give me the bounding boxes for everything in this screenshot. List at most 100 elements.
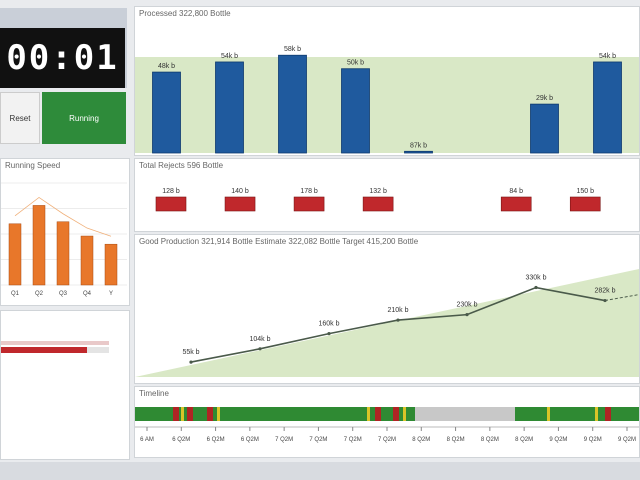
- speed-tick: Q3: [59, 291, 68, 297]
- processed-panel: Processed 322,800 Bottle 48k b 54k b 58k b…: [134, 6, 640, 156]
- processed-bar: [341, 68, 370, 154]
- timeline-stop-segment: [187, 407, 193, 421]
- production-point-label: 282k b: [594, 288, 615, 295]
- speed-tick: Q4: [83, 291, 92, 297]
- production-point-label: 160k b: [318, 321, 339, 328]
- production-forecast-line: [604, 294, 639, 302]
- processed-bar: [404, 150, 433, 154]
- production-point: [396, 318, 400, 322]
- processed-bar-label: 29k b: [536, 95, 553, 102]
- speed-title: Running Speed: [5, 161, 61, 170]
- timeline-tick-label: 7 Q2M: [344, 437, 362, 443]
- timeline-warning-segment: [217, 407, 220, 421]
- timer-display: 00:01: [0, 28, 125, 88]
- processed-bar-label: 54k b: [221, 53, 238, 60]
- production-point: [534, 285, 538, 290]
- running-label: Running: [69, 113, 99, 123]
- speed-bar: [104, 243, 118, 286]
- speed-line: [14, 196, 112, 237]
- timeline-tick-label: 6 AM: [140, 437, 154, 443]
- rejects-bar-label: 132 b: [369, 188, 387, 195]
- timeline-tick-label: 7 Q2M: [275, 437, 293, 443]
- production-point: [189, 360, 193, 364]
- timeline-tick-label: 9 Q2M: [549, 437, 567, 443]
- processed-bar-label: 54k b: [599, 53, 616, 60]
- processed-bar-label: 87k b: [410, 142, 427, 149]
- rejects-bar-label: 128 b: [162, 188, 180, 195]
- timeline-stop-segment: [605, 407, 611, 421]
- rejects-bar: [500, 196, 532, 212]
- processed-area: [135, 57, 639, 153]
- speed-bar: [80, 235, 94, 286]
- timeline-warning-segment: [181, 407, 184, 421]
- timeline-stop-segment: [375, 407, 381, 421]
- rejects-bar: [569, 196, 601, 212]
- timeline-tick-label: 8 Q2M: [515, 437, 533, 443]
- rejects-bar: [293, 196, 325, 212]
- processed-bar-label: 50k b: [347, 60, 364, 67]
- timeline-tick-label: 8 Q2M: [447, 437, 465, 443]
- timer-text: 00:01: [6, 38, 119, 78]
- production-chart: 55k b 104k b 160k b 210k b 230k b 330k b 282k …: [135, 269, 639, 377]
- timeline-stop-segment: [393, 407, 399, 421]
- production-title: Good Production 321,914 Bottle Estimate …: [139, 237, 419, 246]
- reset-button[interactable]: Reset: [0, 92, 40, 144]
- timeline-stop-segment: [173, 407, 179, 421]
- timeline-title: Timeline: [139, 389, 169, 398]
- timeline-chart[interactable]: 6 AM 6 Q2M 6 Q2M 6 Q2M 7 Q2M 7 Q2M 7 Q2M 7 Q2M 8…: [135, 401, 639, 457]
- speed-chart: Q1 Q2 Q3 Q4 Y: [1, 182, 127, 297]
- production-point: [603, 298, 607, 303]
- timeline-idle-segment: [415, 407, 515, 421]
- production-point-label: 210k b: [387, 307, 408, 314]
- timeline-warning-segment: [403, 407, 406, 421]
- lower-left-panel: [0, 310, 130, 460]
- speed-bar: [56, 221, 70, 286]
- production-point: [327, 332, 331, 336]
- progress-overlay: [1, 341, 109, 345]
- reset-label: Reset: [9, 113, 31, 123]
- timeline-tick-label: 7 Q2M: [378, 437, 396, 443]
- timeline-tick-label: 8 Q2M: [481, 437, 499, 443]
- timeline-tick-label: 6 Q2M: [207, 437, 225, 443]
- timeline-warning-segment: [367, 407, 370, 421]
- timeline-tick-label: 7 Q2M: [309, 437, 327, 443]
- timeline-tick-label: 8 Q2M: [412, 437, 430, 443]
- production-point: [465, 313, 469, 317]
- speed-tick: Y: [109, 291, 113, 297]
- production-point-label: 104k b: [249, 336, 270, 343]
- processed-bar: [278, 54, 307, 154]
- timeline-tick-label: 6 Q2M: [241, 437, 259, 443]
- timeline-warning-segment: [595, 407, 598, 421]
- processed-bar: [152, 71, 181, 154]
- production-point: [258, 347, 262, 351]
- production-panel: Good Production 321,914 Bottle Estimate …: [134, 234, 640, 384]
- production-point-label: 230k b: [456, 302, 477, 309]
- processed-bar-label: 48k b: [158, 63, 175, 70]
- timeline-warning-segment: [547, 407, 550, 421]
- rejects-bar: [362, 196, 394, 212]
- processed-title: Processed 322,800 Bottle: [139, 9, 231, 18]
- production-point-label: 330k b: [525, 275, 546, 282]
- rejects-bar-label: 84 b: [509, 188, 523, 195]
- processed-bar: [593, 61, 622, 154]
- speed-bar: [8, 223, 22, 286]
- timer-panel: 00:01: [0, 8, 127, 88]
- rejects-chart: 128 b 140 b 178 b 132 b 84 b 150 b: [155, 188, 601, 212]
- rejects-bar-label: 150 b: [576, 188, 594, 195]
- speed-panel: Running Speed Q1 Q2 Q3 Q4 Y: [0, 158, 130, 306]
- timeline-panel: Timeline 6 AM 6 Q2M 6 Q2M 6 Q2M 7 Q2M 7 Q2M 7 …: [134, 386, 640, 458]
- progress-fill: [1, 347, 87, 353]
- timeline-stop-segment: [207, 407, 213, 421]
- timeline-tick-label: 9 Q2M: [584, 437, 602, 443]
- speed-bar: [32, 205, 46, 286]
- rejects-bar: [224, 196, 256, 212]
- speed-tick: Q1: [11, 291, 20, 297]
- speed-tick: Q2: [35, 291, 44, 297]
- rejects-panel: Total Rejects 596 Bottle 128 b 140 b 178 b…: [134, 158, 640, 232]
- rejects-bar-label: 178 b: [300, 188, 318, 195]
- rejects-bar-label: 140 b: [231, 188, 249, 195]
- processed-bar-label: 58k b: [284, 46, 301, 53]
- rejects-title: Total Rejects 596 Bottle: [139, 161, 224, 170]
- running-button[interactable]: Running: [42, 92, 126, 144]
- timeline-tick-label: 9 Q2M: [618, 437, 636, 443]
